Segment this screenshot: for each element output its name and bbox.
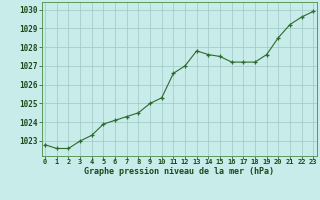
X-axis label: Graphe pression niveau de la mer (hPa): Graphe pression niveau de la mer (hPa): [84, 167, 274, 176]
